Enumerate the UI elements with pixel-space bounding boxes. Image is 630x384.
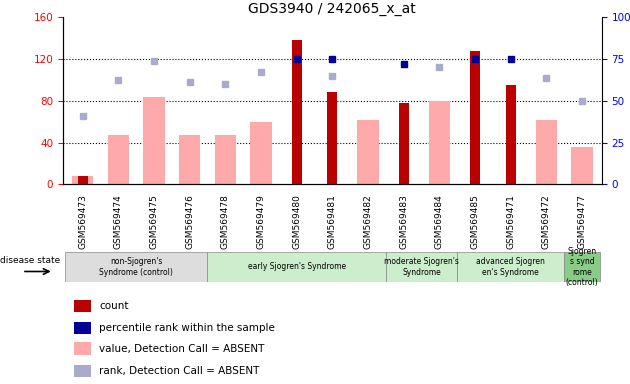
Bar (215, 135, 236, 184)
Text: early Sjogren's Syndrome: early Sjogren's Syndrome (248, 262, 346, 271)
Bar (108, 135, 129, 184)
Text: disease state: disease state (0, 256, 60, 265)
Text: count: count (99, 301, 129, 311)
Title: GDS3940 / 242065_x_at: GDS3940 / 242065_x_at (248, 2, 416, 16)
Bar (179, 135, 200, 184)
Bar (328, 93, 337, 184)
Bar (143, 97, 164, 184)
Bar (428, 101, 450, 184)
Bar (399, 103, 409, 184)
Bar (74, 321, 91, 334)
Text: rank, Detection Call = ABSENT: rank, Detection Call = ABSENT (99, 366, 260, 376)
Bar (74, 342, 91, 355)
Text: percentile rank within the sample: percentile rank within the sample (99, 323, 275, 333)
Text: moderate Sjogren's
Syndrome: moderate Sjogren's Syndrome (384, 257, 459, 276)
FancyBboxPatch shape (457, 252, 564, 282)
Bar (536, 119, 557, 184)
Bar (72, 176, 93, 184)
FancyBboxPatch shape (564, 252, 600, 282)
Bar (74, 365, 91, 377)
Bar (74, 300, 91, 313)
Bar (250, 122, 272, 184)
Bar (77, 176, 88, 184)
FancyBboxPatch shape (207, 252, 386, 282)
Bar (357, 119, 379, 184)
FancyBboxPatch shape (386, 252, 457, 282)
Text: non-Sjogren's
Syndrome (control): non-Sjogren's Syndrome (control) (99, 257, 173, 276)
FancyBboxPatch shape (65, 252, 207, 282)
Bar (506, 85, 516, 184)
Bar (470, 51, 480, 184)
Text: value, Detection Call = ABSENT: value, Detection Call = ABSENT (99, 344, 265, 354)
Bar (292, 40, 302, 184)
Bar (571, 147, 593, 184)
Text: Sjogren
s synd
rome
(control): Sjogren s synd rome (control) (566, 247, 598, 287)
Text: advanced Sjogren
en's Syndrome: advanced Sjogren en's Syndrome (476, 257, 545, 276)
